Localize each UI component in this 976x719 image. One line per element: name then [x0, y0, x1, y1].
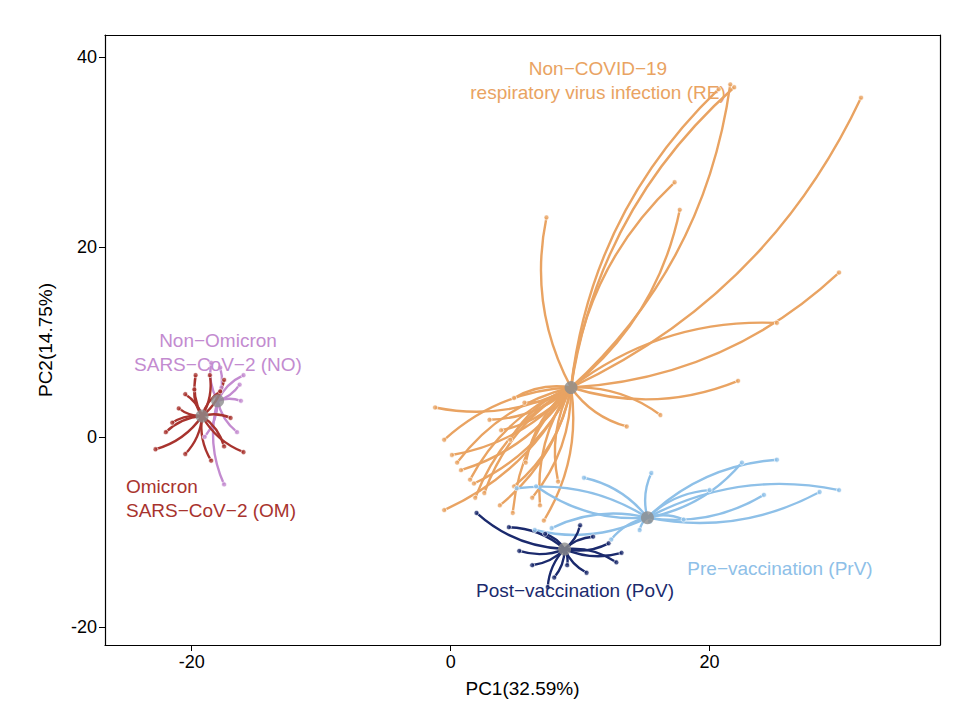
svg-text:0: 0: [446, 652, 456, 672]
svg-text:-20: -20: [71, 617, 97, 637]
svg-text:Pre−vaccination (PrV): Pre−vaccination (PrV): [687, 558, 872, 579]
svg-text:0: 0: [87, 427, 97, 447]
svg-text:SARS−CoV−2 (OM): SARS−CoV−2 (OM): [126, 500, 296, 521]
svg-text:Non−Omicron: Non−Omicron: [159, 330, 277, 351]
svg-text:40: 40: [77, 47, 97, 67]
svg-text:Omicron: Omicron: [126, 476, 198, 497]
svg-text:Post−vaccination (PoV): Post−vaccination (PoV): [476, 580, 674, 601]
svg-text:Non−COVID−19: Non−COVID−19: [529, 58, 667, 79]
svg-text:-20: -20: [179, 652, 205, 672]
svg-text:PC2(14.75%): PC2(14.75%): [35, 283, 56, 397]
svg-text:PC1(32.59%): PC1(32.59%): [465, 678, 579, 699]
svg-text:SARS−CoV−2 (NO): SARS−CoV−2 (NO): [134, 354, 302, 375]
svg-text:20: 20: [700, 652, 720, 672]
svg-text:respiratory virus infection (R: respiratory virus infection (RE): [470, 82, 726, 103]
svg-text:20: 20: [77, 237, 97, 257]
